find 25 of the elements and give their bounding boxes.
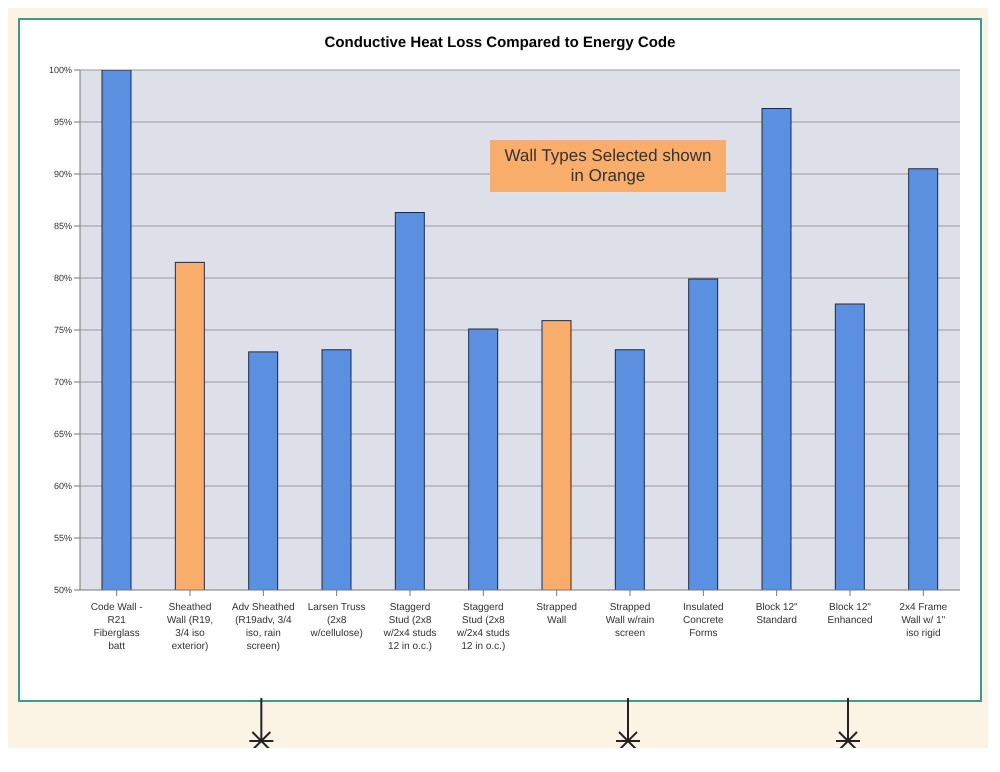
annotation: Wall Types Selected shown in Orange (490, 140, 726, 192)
x-tick-label: Adv Sheathed (R19adv, 3/4 iso, rain screen) (232, 602, 295, 652)
x-tick-label: Strapped Wall (536, 602, 577, 626)
x-tick-label: Block 12" Standard (756, 602, 798, 626)
x-tick-label: Insulated Concrete Forms (683, 602, 724, 639)
y-tick-label: 85% (54, 221, 72, 232)
y-tick-label: 90% (54, 169, 72, 180)
y-tick-label: 80% (54, 273, 72, 284)
x-tick-label: Larsen Truss (2x8 w/cellulose) (308, 602, 366, 639)
y-tick-label: 95% (54, 117, 72, 128)
y-tick-label: 50% (54, 585, 72, 596)
y-tick-label: 100% (48, 65, 72, 76)
x-tick-label: 2x4 Frame Wall w/ 1" iso rigid (899, 602, 948, 639)
y-tick-label: 65% (54, 429, 72, 440)
chart-title: Conductive Heat Loss Compared to Energy Code (324, 34, 676, 51)
x-tick-label: Strapped Wall w/rain screen (606, 602, 654, 639)
y-tick-label: 55% (54, 533, 72, 544)
y-tick-label: 70% (54, 377, 72, 388)
x-tick-label: Sheathed Wall (R19, 3/4 iso exterior) (166, 602, 214, 652)
y-tick-label: 60% (54, 481, 72, 492)
x-tick-label: Block 12" Enhanced (827, 602, 873, 626)
x-tick-label: Staggerd Stud (2x8 w/2x4 studs 12 in o.c.) (382, 602, 436, 652)
y-tick-label: 75% (54, 325, 72, 336)
x-tick-label: Staggerd Stud (2x8 w/2x4 studs 12 in o.c.) (456, 602, 510, 652)
x-tick-label: Code Wall - R21 Fiberglass batt (90, 602, 143, 652)
